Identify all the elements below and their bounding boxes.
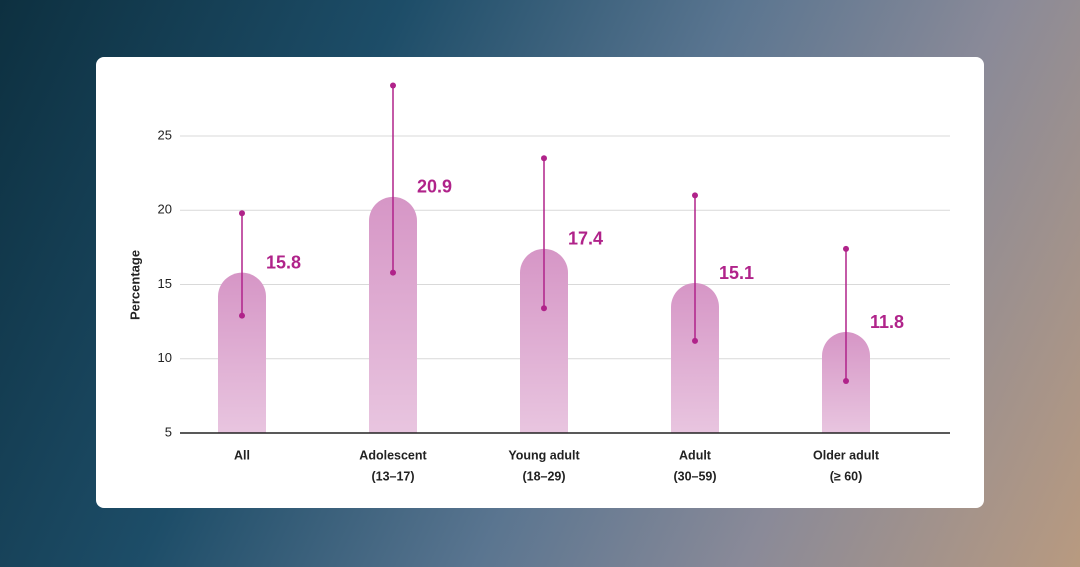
x-tick-label: Older adult [813,448,880,462]
y-tick-label: 25 [158,127,172,142]
x-tick-label: (18–29) [522,469,565,483]
error-low [843,378,849,385]
error-low [692,337,698,344]
value-label: 15.1 [719,263,754,283]
y-axis-label: Percentage [127,250,142,320]
bar-shade [520,248,568,433]
bar-shade [218,272,266,433]
y-tick-label: 20 [158,202,172,217]
value-label: 17.4 [568,229,603,249]
bar-shade [671,283,719,433]
bar-shade [369,196,417,433]
error-high [390,82,396,89]
x-tick-label: (13–17) [371,469,414,483]
value-label: 20.9 [417,177,452,197]
x-tick-label: All [234,448,250,462]
error-high [541,155,547,162]
x-tick-label: Adolescent [359,448,427,462]
error-low [239,312,245,319]
error-low [541,305,547,312]
error-low [390,269,396,276]
error-high [692,192,698,199]
x-tick-label: (≥ 60) [830,469,863,483]
x-tick-label: Adult [679,448,712,462]
y-tick-label: 5 [165,424,172,439]
y-tick-label: 10 [158,350,172,365]
value-label: 11.8 [870,312,904,332]
error-high [239,210,245,217]
x-tick-label: Young adult [508,448,580,462]
value-label: 15.8 [266,252,301,272]
x-tick-label: (30–59) [673,469,716,483]
y-tick-label: 15 [158,276,172,291]
error-high [843,245,849,252]
